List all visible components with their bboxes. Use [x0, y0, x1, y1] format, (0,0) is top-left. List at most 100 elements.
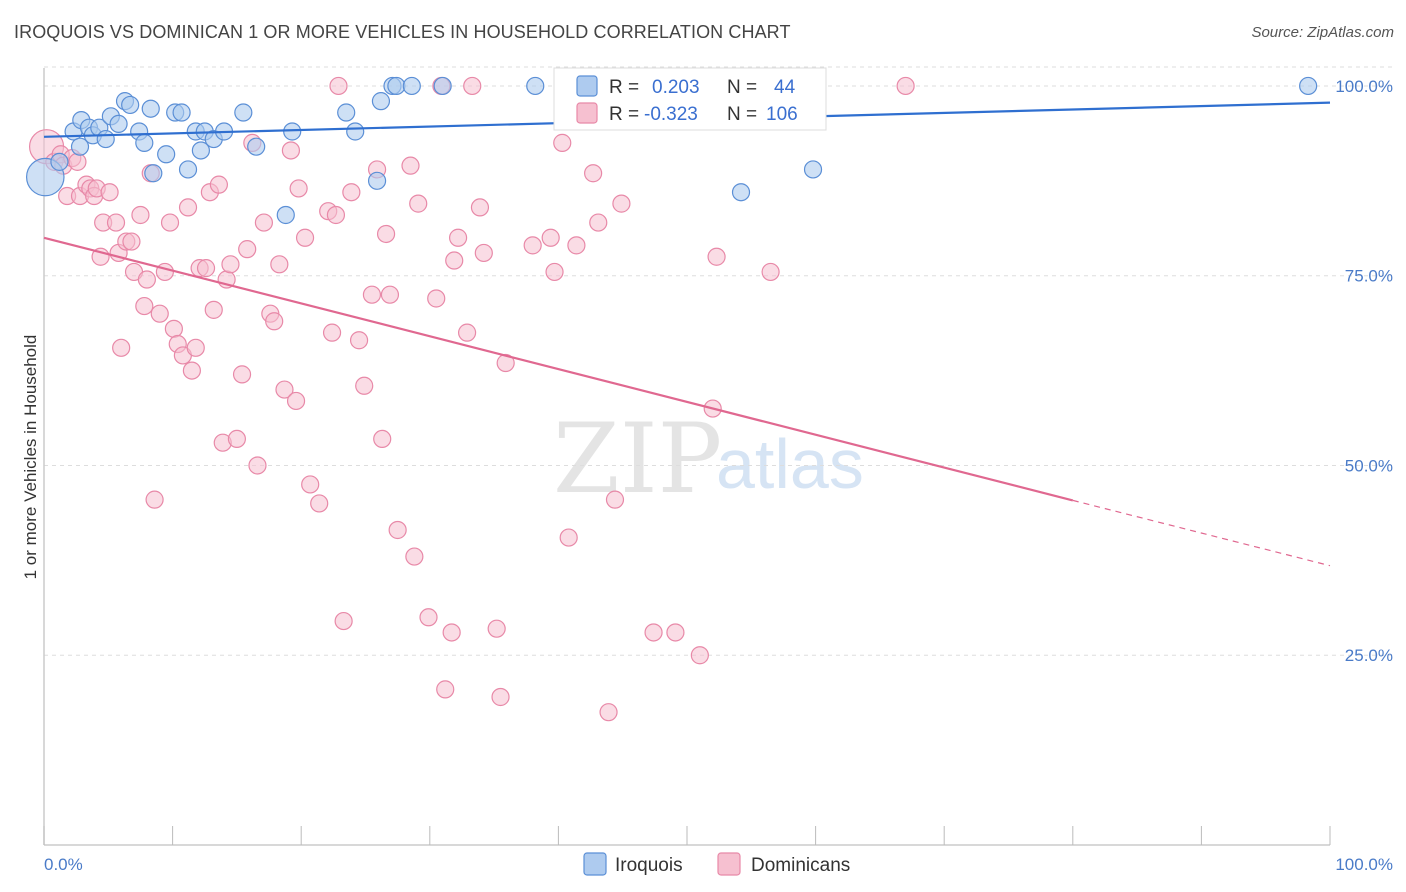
- dominicans-point: [270, 255, 289, 274]
- dominicans-point: [342, 183, 361, 202]
- dominicans-point: [448, 228, 468, 247]
- dominicans-point: [178, 198, 198, 217]
- dominicans-point: [376, 224, 396, 244]
- dominicans-point: [209, 175, 228, 194]
- stats-legend-frame: [553, 67, 827, 131]
- dominicans-point: [419, 608, 438, 627]
- dominicans-point: [761, 262, 780, 282]
- iroquois-point: [96, 129, 115, 149]
- iroquois-point: [144, 164, 163, 183]
- dominicans-point: [380, 285, 400, 304]
- dominicans-point: [409, 194, 428, 213]
- dominicans-point: [896, 76, 915, 96]
- dominicans-point: [135, 296, 154, 316]
- dominicans-point: [286, 391, 306, 411]
- stats-legend: R = 0.203 N = 44 R = -0.323 N = 106: [553, 67, 827, 131]
- chart-title: IROQUOIS VS DOMINICAN 1 OR MORE VEHICLES…: [14, 22, 791, 42]
- iroquois-point: [402, 76, 421, 96]
- iroquois-point: [337, 103, 356, 122]
- iroquois-point: [191, 141, 210, 160]
- stats-n-value-dominicans: 106: [766, 104, 798, 125]
- dominicans-point: [232, 365, 252, 384]
- dominicans-point: [487, 619, 506, 638]
- series-legend: Iroquois Dominicans: [583, 852, 850, 876]
- dominicans-point: [584, 164, 603, 183]
- dominicans-point: [690, 646, 709, 665]
- dominicans-point: [254, 213, 274, 232]
- dominicans-point: [470, 198, 490, 217]
- dominicans-point: [281, 141, 301, 160]
- dominicans-point: [164, 319, 183, 338]
- dominicans-point: [329, 76, 348, 96]
- y-axis-label: 1 or more Vehicles in Household: [21, 335, 40, 580]
- axes: [43, 68, 1331, 846]
- dominicans-point: [427, 289, 446, 308]
- dominicans-point: [612, 194, 631, 213]
- iroquois-point: [109, 114, 128, 134]
- iroquois-point: [367, 171, 387, 190]
- dominicans-trend-extension: [1072, 499, 1331, 567]
- dominicans-point: [265, 312, 284, 331]
- iroquois-point: [526, 76, 545, 96]
- iroquois-point: [135, 133, 154, 152]
- dominicans-point: [388, 520, 407, 540]
- dominicans-point: [196, 259, 216, 278]
- dominicans-point: [289, 179, 308, 198]
- dominicans-point: [599, 703, 618, 722]
- y-tick-label: 25.0%: [1345, 646, 1393, 665]
- dominicans-point: [112, 338, 131, 357]
- chart-source: Source: ZipAtlas.com: [1251, 24, 1394, 41]
- iroquois-point: [234, 103, 253, 122]
- dominicans-point: [355, 376, 374, 395]
- stats-swatch-iroquois: [576, 75, 598, 97]
- dominicans-trend-line: [43, 236, 1074, 502]
- dominicans-point: [666, 623, 685, 642]
- dominicans-point: [567, 236, 586, 255]
- dominicans-point: [275, 380, 294, 399]
- stats-r-label-dominicans: R =: [609, 104, 639, 125]
- stats-n-label-iroquois: N =: [727, 77, 757, 98]
- dominicans-point: [589, 213, 608, 232]
- iroquois-point: [276, 205, 295, 225]
- dominicans-point: [644, 623, 663, 642]
- dominicans-point: [334, 611, 353, 631]
- dominicans-point: [553, 133, 572, 152]
- y-tick-label: 100.0%: [1335, 77, 1393, 96]
- dominicans-point: [145, 490, 164, 509]
- dominicans-point: [457, 323, 477, 342]
- iroquois-point: [178, 160, 198, 179]
- dominicans-point: [238, 240, 257, 259]
- iroquois-point: [50, 152, 69, 171]
- dominicans-point: [491, 687, 510, 707]
- iroquois-point: [803, 160, 823, 179]
- dominicans-point: [541, 228, 560, 247]
- dominicans-point: [227, 429, 246, 449]
- iroquois-point: [1299, 76, 1318, 96]
- dominicans-point: [373, 429, 392, 449]
- watermark-zip: ZIP: [553, 403, 722, 515]
- dominicans-point: [326, 205, 346, 225]
- y-tick-label: 75.0%: [1345, 267, 1393, 286]
- dominicans-point: [474, 243, 493, 263]
- iroquois-point: [387, 76, 406, 96]
- dominicans-point: [605, 490, 625, 509]
- dominicans-point: [322, 323, 342, 342]
- dominicans-point: [301, 475, 320, 494]
- watermark-atlas: atlas: [716, 425, 864, 503]
- dominicans-point: [137, 270, 156, 289]
- stats-r-label-iroquois: R =: [609, 77, 639, 98]
- dominicans-point: [204, 300, 223, 319]
- dominicans-point: [160, 213, 180, 232]
- dominicans-point: [436, 680, 455, 699]
- tick-labels: 25.0% 50.0% 75.0% 100.0% 0.0% 100.0%: [44, 77, 1393, 874]
- dominicans-point: [401, 156, 420, 175]
- stats-r-value-iroquois: 0.203: [652, 77, 700, 98]
- dominicans-point: [523, 236, 542, 255]
- dominicans-point: [362, 285, 382, 304]
- iroquois-point: [172, 103, 191, 122]
- iroquois-point: [731, 183, 751, 202]
- stats-r-value-dominicans: -0.323: [644, 104, 698, 125]
- iroquois-point: [157, 145, 176, 164]
- dominicans-point: [182, 361, 201, 380]
